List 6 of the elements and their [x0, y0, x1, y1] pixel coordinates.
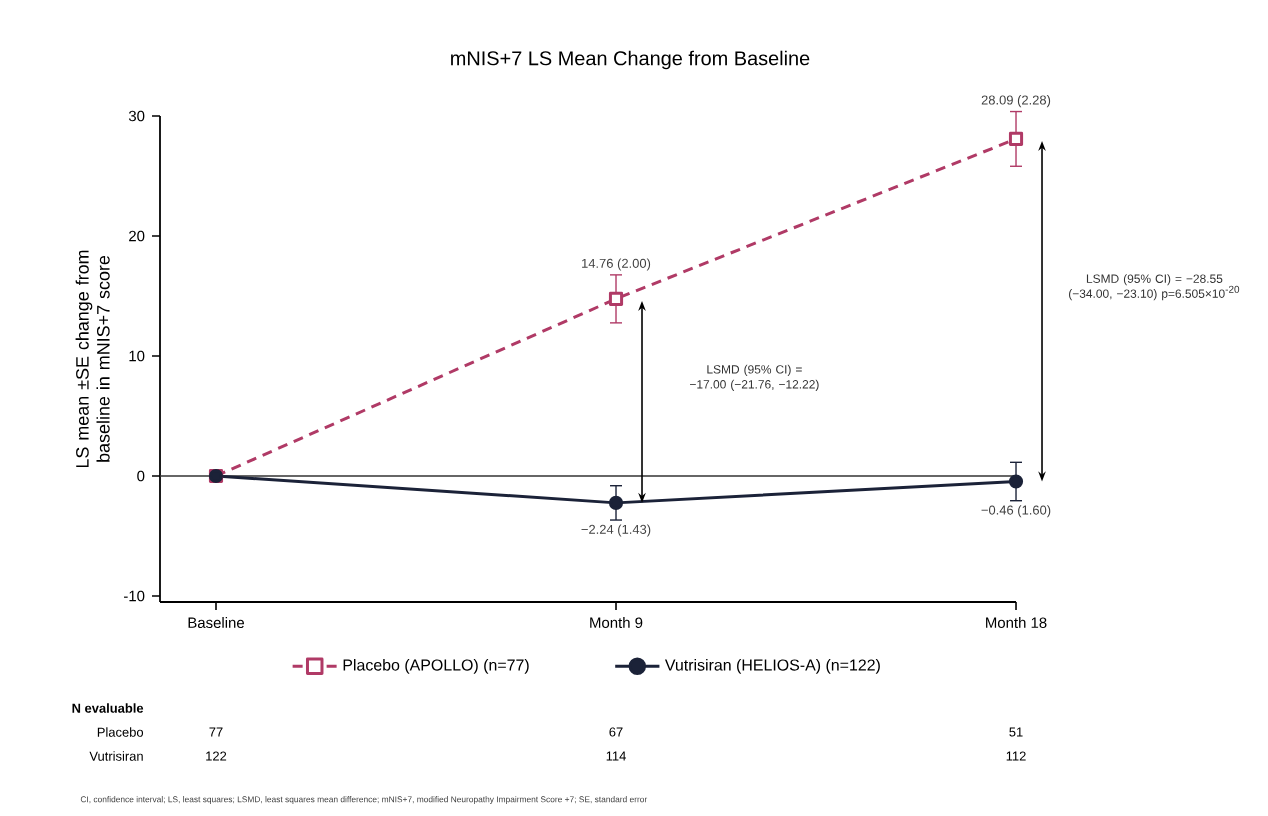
point: [608, 495, 624, 510]
chart-title: mNIS+7 LS Mean Change from Baseline: [451, 50, 810, 70]
point: [1008, 474, 1024, 489]
point: [608, 291, 624, 306]
point: [1008, 131, 1024, 146]
y-axis-title: LS mean ±SE change from baseline in mNIS+7 score: [75, 250, 110, 468]
